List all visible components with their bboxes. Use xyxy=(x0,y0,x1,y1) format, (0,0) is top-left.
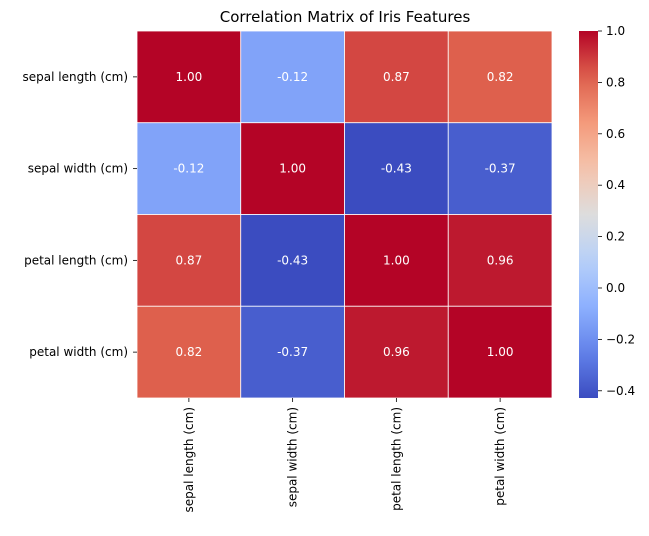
heatmap-cell xyxy=(240,122,345,215)
cell-value-label: -0.12 xyxy=(173,162,204,176)
colorbar-gradient xyxy=(579,31,598,398)
heatmap-cell xyxy=(240,305,345,399)
heatmap-cell xyxy=(447,30,553,124)
cell-value-label: -0.37 xyxy=(277,345,308,359)
cell-value-label: -0.37 xyxy=(485,162,516,176)
colorbar-tick-label: 0.8 xyxy=(606,75,625,89)
column-label: petal width (cm) xyxy=(493,407,507,506)
row-label: petal width (cm) xyxy=(29,345,128,359)
colorbar-tick-label: 1.0 xyxy=(606,24,625,38)
colorbar-tick-label: −0.4 xyxy=(606,384,635,398)
colorbar-tick-label: 0.2 xyxy=(606,230,625,244)
row-labels: sepal length (cm) sepal width (cm) petal l… xyxy=(23,70,137,359)
cell-value-label: -0.12 xyxy=(277,70,308,84)
colorbar-tick-label: 0.0 xyxy=(606,281,625,295)
cell-value-label: -0.43 xyxy=(277,253,308,267)
heatmap-cell xyxy=(447,305,553,399)
heatmap-cell xyxy=(447,122,553,215)
row-label: sepal length (cm) xyxy=(23,70,128,84)
cell-value-label: 0.96 xyxy=(383,345,410,359)
heatmap-cell xyxy=(136,122,242,215)
cell-value-label: 0.82 xyxy=(176,345,203,359)
heatmap-cell xyxy=(240,214,345,307)
heatmap-cell xyxy=(447,214,553,307)
chart-title: Correlation Matrix of Iris Features xyxy=(220,8,471,26)
cell-value-label: 0.87 xyxy=(383,70,410,84)
cell-value-label: 0.96 xyxy=(487,253,514,267)
cell-value-label: -0.43 xyxy=(381,162,412,176)
heatmap-cell xyxy=(344,30,449,124)
row-label: sepal width (cm) xyxy=(28,162,128,176)
heatmap-cell xyxy=(136,30,242,124)
cell-value-label: 1.00 xyxy=(383,253,410,267)
column-labels: sepal length (cm) sepal width (cm) petal l… xyxy=(182,398,507,512)
cell-value-label: 1.00 xyxy=(176,70,203,84)
row-label: petal length (cm) xyxy=(24,253,128,267)
colorbar: −0.4 −0.2 0.0 0.2 0.4 0.6 0.8 1.0 xyxy=(579,24,635,398)
colorbar-tick-label: −0.2 xyxy=(606,332,635,346)
heatmap-cell xyxy=(136,305,242,399)
column-label: sepal length (cm) xyxy=(182,407,196,512)
cell-value-label: 0.82 xyxy=(487,70,514,84)
heatmap-cells: 1.00 -0.12 0.87 0.82 -0.12 1.00 -0.43 -0.37 0.87… xyxy=(136,30,553,399)
colorbar-tick-label: 0.6 xyxy=(606,127,625,141)
heatmap-cell xyxy=(344,305,449,399)
cell-value-label: 1.00 xyxy=(279,162,306,176)
colorbar-tick-label: 0.4 xyxy=(606,178,625,192)
heatmap-cell xyxy=(240,30,345,124)
column-label: petal length (cm) xyxy=(389,407,403,511)
cell-value-label: 1.00 xyxy=(487,345,514,359)
cell-value-label: 0.87 xyxy=(176,253,203,267)
column-label: sepal width (cm) xyxy=(286,407,300,507)
